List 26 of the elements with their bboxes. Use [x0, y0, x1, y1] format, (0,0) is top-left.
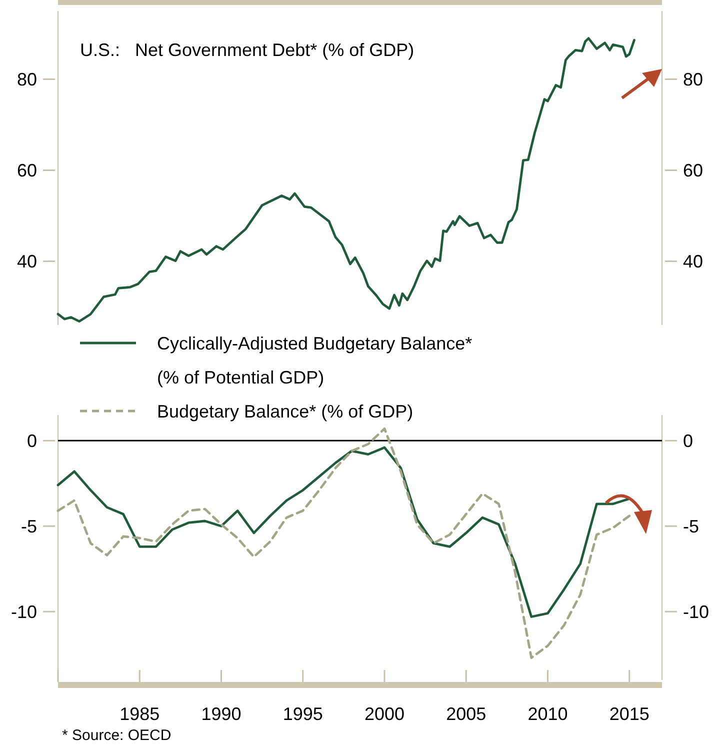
y2-tick-label: 60 — [683, 160, 704, 181]
x-tick-label: 1990 — [201, 704, 242, 724]
y-tick-label: 40 — [16, 252, 37, 272]
y2-tick-label: 0 — [683, 430, 694, 451]
y2-tick-label: -5 — [683, 516, 700, 536]
line-series — [56, 37, 636, 323]
y2-tick-label: -10 — [683, 602, 710, 622]
legend-label: Cyclically-Adjusted Budgetary Balance* (% of Potential GDP) — [157, 333, 472, 388]
x-tick-label: 2015 — [609, 704, 650, 724]
y2-tick-label: 40 — [683, 252, 704, 272]
y2-tick-label: 80 — [683, 70, 704, 90]
y-tick-label: -5 — [20, 516, 37, 536]
legend-label: Budgetary Balance* (% of GDP) — [157, 401, 414, 422]
text: * Source: OECD — [62, 727, 172, 744]
y-tick-label: 60 — [16, 160, 37, 181]
x-tick-label: 2010 — [528, 704, 568, 724]
x-tick-label: 1985 — [120, 704, 160, 724]
y-tick-label: 0 — [26, 430, 37, 451]
y-tick-label: 80 — [16, 70, 37, 90]
line-series — [56, 427, 631, 659]
y-tick-label: -10 — [10, 602, 37, 622]
text: U.S.: Net Government Debt* (% of GDP) — [80, 40, 414, 60]
x-tick-label: 2000 — [364, 704, 405, 724]
line-series — [56, 446, 631, 618]
x-tick-label: 1995 — [282, 704, 323, 724]
x-tick-label: 2005 — [446, 704, 486, 724]
